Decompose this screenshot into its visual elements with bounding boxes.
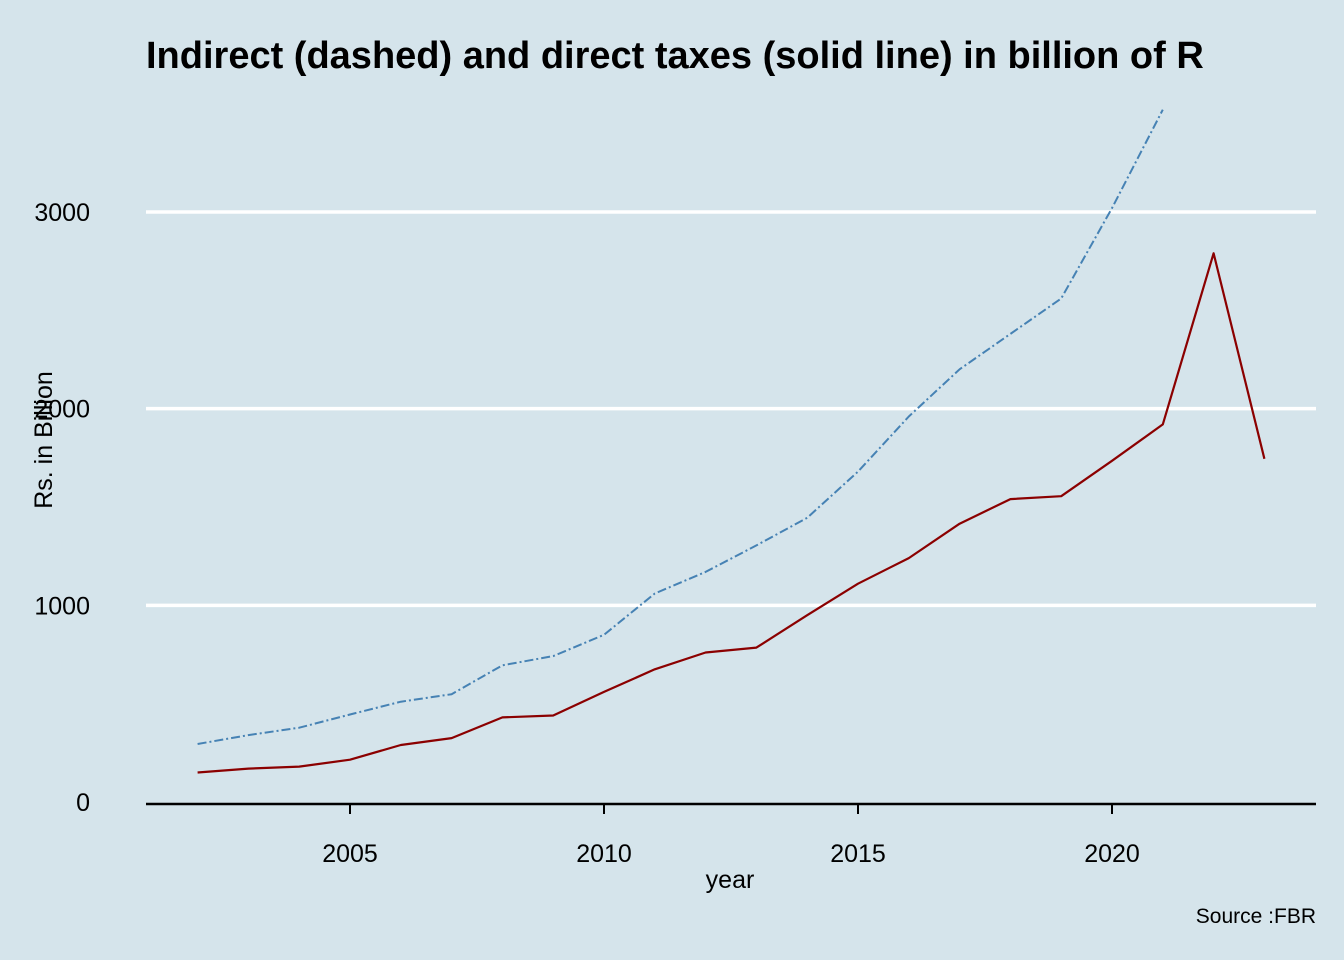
series-layer bbox=[197, 109, 1266, 774]
x-tick-label-2005: 2005 bbox=[322, 840, 378, 868]
y-tick-label-2000: 2000 bbox=[34, 396, 90, 424]
y-axis-ticks: 0 1000 2000 3000 bbox=[34, 199, 90, 817]
x-axis-ticks: 2005 2010 2015 2020 bbox=[322, 805, 1140, 868]
x-tick-label-2020: 2020 bbox=[1084, 840, 1140, 868]
grid-layer bbox=[146, 210, 1316, 608]
y-tick-label-0: 0 bbox=[76, 789, 90, 817]
x-tick-label-2010: 2010 bbox=[576, 840, 632, 868]
x-axis-label: year bbox=[706, 866, 755, 894]
chart-title: Indirect (dashed) and direct taxes (soli… bbox=[146, 35, 1204, 77]
source-caption: Source :FBR bbox=[1196, 905, 1316, 928]
x-tick-label-2015: 2015 bbox=[830, 840, 886, 868]
series-line-dashed bbox=[197, 109, 1164, 745]
series-line-solid bbox=[197, 252, 1266, 774]
y-tick-label-1000: 1000 bbox=[34, 592, 90, 620]
y-tick-label-3000: 3000 bbox=[34, 199, 90, 227]
y-axis-label: Rs. in Billion bbox=[30, 371, 58, 509]
